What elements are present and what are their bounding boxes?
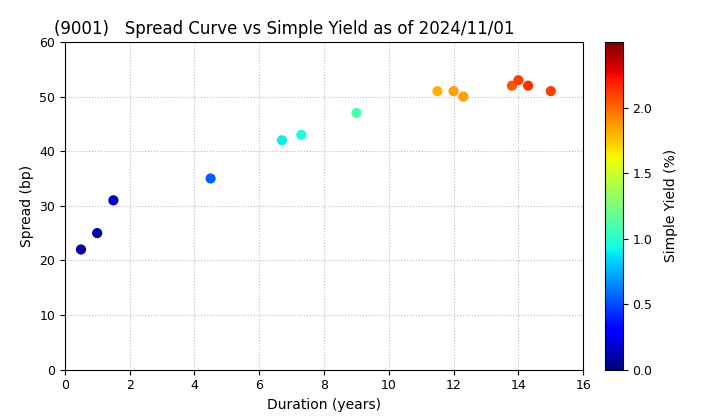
Point: [295, 131, 307, 138]
Point: [91, 230, 103, 236]
Y-axis label: Simple Yield (%): Simple Yield (%): [664, 149, 678, 262]
Point: [523, 82, 534, 89]
Point: [513, 77, 524, 84]
Text: (9001)   Spread Curve vs Simple Yield as of 2024/11/01: (9001) Spread Curve vs Simple Yield as o…: [55, 20, 515, 38]
Point: [276, 137, 288, 144]
Point: [204, 175, 216, 182]
Point: [448, 88, 459, 94]
Point: [108, 197, 120, 204]
Point: [76, 246, 86, 253]
Point: [506, 82, 518, 89]
Point: [545, 88, 557, 94]
Point: [351, 110, 362, 116]
Y-axis label: Spread (bp): Spread (bp): [19, 165, 34, 247]
Point: [432, 88, 444, 94]
X-axis label: Duration (years): Duration (years): [267, 398, 381, 412]
Point: [458, 93, 469, 100]
